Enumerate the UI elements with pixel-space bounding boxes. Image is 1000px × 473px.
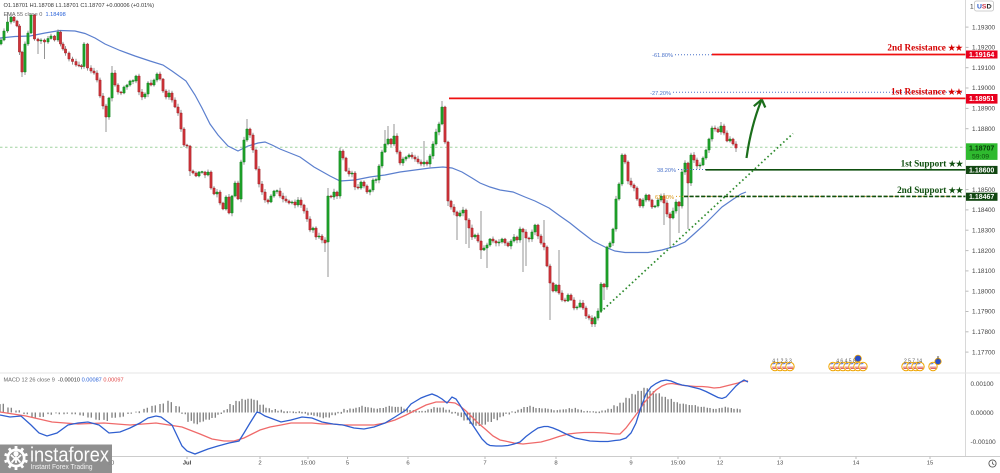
svg-text:1.18000: 1.18000: [972, 288, 996, 295]
svg-text:0.00000: 0.00000: [971, 410, 995, 417]
svg-text:1.18707: 1.18707: [969, 145, 994, 152]
svg-text:1.18800: 1.18800: [972, 126, 996, 133]
svg-text:MACD 12 26 close 9 -0.00010 0: MACD 12 26 close 9 -0.00010 0.00087 0.00…: [4, 378, 124, 384]
svg-text:8: 8: [554, 461, 558, 467]
svg-text:14: 14: [853, 461, 860, 467]
svg-text:1.19100: 1.19100: [972, 65, 996, 72]
svg-text:1st Support ★★: 1st Support ★★: [901, 158, 964, 168]
svg-text:instaforex: instaforex: [30, 445, 109, 467]
svg-text:1.19000: 1.19000: [972, 85, 996, 92]
svg-text:61.80%: 61.80%: [655, 195, 674, 201]
svg-text:1.19200: 1.19200: [972, 45, 996, 52]
svg-text:1.17900: 1.17900: [972, 309, 996, 316]
svg-text:15: 15: [927, 461, 934, 467]
svg-text:1.18400: 1.18400: [972, 207, 996, 214]
svg-text:1.18100: 1.18100: [972, 268, 996, 275]
svg-text:Instant Forex Trading: Instant Forex Trading: [31, 464, 93, 471]
svg-text:2 5 7 14: 2 5 7 14: [904, 359, 922, 365]
svg-text:6: 6: [406, 461, 410, 467]
svg-text:1.18500: 1.18500: [972, 187, 996, 194]
svg-text:2: 2: [258, 461, 261, 467]
svg-text:59:09: 59:09: [972, 153, 989, 160]
svg-text:1.19164: 1.19164: [969, 52, 994, 59]
svg-text:1.18951: 1.18951: [969, 96, 994, 103]
svg-text:1.18600: 1.18600: [969, 167, 994, 174]
svg-text:9: 9: [629, 461, 632, 467]
svg-text:1.19300: 1.19300: [972, 24, 996, 31]
svg-text:15:00: 15:00: [301, 461, 316, 467]
svg-text:-27.20%: -27.20%: [650, 91, 671, 97]
svg-text:5: 5: [346, 461, 350, 467]
svg-text:13: 13: [777, 461, 784, 467]
svg-text:▾: ▾: [990, 4, 993, 10]
svg-text:1.18467: 1.18467: [969, 194, 994, 201]
svg-text:4 6 4 5 8: 4 6 4 5 8: [836, 359, 856, 365]
svg-text:1.18200: 1.18200: [972, 248, 996, 255]
svg-text:38.20%: 38.20%: [657, 168, 676, 174]
svg-text:0.00100: 0.00100: [971, 381, 995, 388]
svg-text:1.18900: 1.18900: [972, 106, 996, 113]
svg-text:7: 7: [483, 461, 486, 467]
svg-text:1: 1: [970, 4, 974, 11]
svg-text:1.17700: 1.17700: [972, 349, 996, 356]
svg-text:2nd Support ★★: 2nd Support ★★: [897, 185, 964, 195]
svg-text:USD: USD: [977, 4, 991, 11]
svg-text:15:00: 15:00: [671, 461, 686, 467]
svg-text:12: 12: [717, 461, 724, 467]
svg-text:-61.80%: -61.80%: [652, 53, 673, 59]
svg-text:1.17800: 1.17800: [972, 329, 996, 336]
svg-text:-0.00100: -0.00100: [971, 439, 997, 446]
svg-text:2nd Resistance ★★: 2nd Resistance ★★: [887, 43, 963, 53]
svg-text:8: 8: [937, 356, 940, 362]
svg-text:O1.18701 H1.18708 L1.18701 C1.: O1.18701 H1.18708 L1.18701 C1.18707 +0.0…: [4, 3, 155, 9]
svg-text:1st Resistance ★★: 1st Resistance ★★: [891, 86, 963, 96]
svg-text:4 1 2 3 3: 4 1 2 3 3: [772, 359, 792, 365]
svg-text:Jul: Jul: [183, 461, 192, 467]
svg-text:1.18300: 1.18300: [972, 227, 996, 234]
